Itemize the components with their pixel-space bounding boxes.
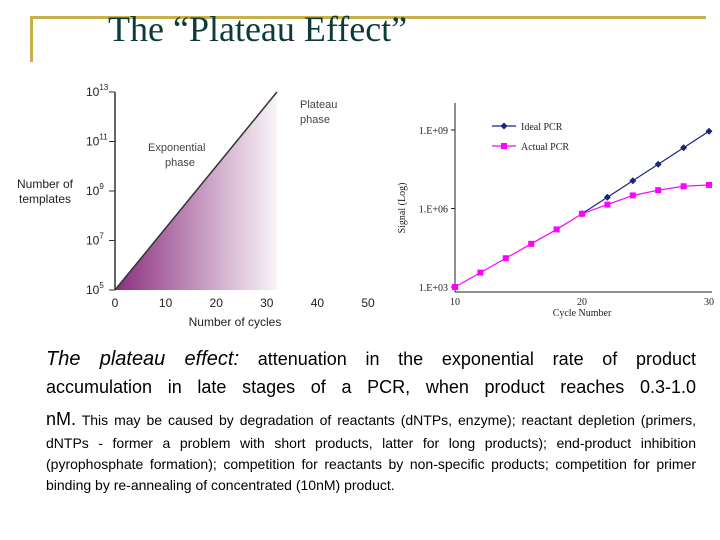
- actual-pcr-point: [629, 192, 636, 199]
- caption-body: nM. This may be caused by degradation of…: [46, 405, 696, 496]
- actual-pcr-point: [477, 269, 484, 276]
- right-ylabel: Signal (Log): [397, 183, 408, 234]
- left-ytick-label: 1013: [86, 83, 109, 99]
- left-xtick-label: 20: [210, 296, 224, 310]
- left-ytick-base: 10: [86, 135, 100, 149]
- left-ytick-base: 10: [86, 283, 100, 297]
- caption: The plateau effect: attenuation in the e…: [46, 345, 696, 496]
- left-ytick-exp: 13: [99, 83, 108, 92]
- legend-marker: [500, 122, 508, 130]
- exponential-label-line1: Exponential: [148, 142, 206, 154]
- actual-pcr-point: [528, 240, 535, 247]
- left-ytick-base: 10: [86, 85, 100, 99]
- actual-pcr-point: [502, 255, 509, 262]
- actual-pcr-point: [680, 183, 687, 190]
- actual-pcr-point: [553, 226, 560, 233]
- left-ytick-label: 107: [86, 232, 104, 248]
- plateau-label-line2: phase: [300, 114, 330, 126]
- right-ytick-label: 1.E+03: [419, 283, 448, 294]
- left-xtick-label: 50: [361, 296, 375, 310]
- plateau-label-line1: Plateau: [300, 99, 337, 111]
- series-line-actual-pcr: [454, 184, 710, 288]
- ideal-pcr-point: [705, 127, 713, 135]
- slide-title: The “Plateau Effect”: [108, 9, 408, 49]
- left-ytick-base: 10: [86, 234, 100, 248]
- right-xtick-label: 10: [450, 297, 460, 308]
- actual-pcr-point: [604, 201, 611, 208]
- caption-lead: The plateau effect: [46, 348, 234, 370]
- left-xlabel: Number of cycles: [189, 315, 282, 329]
- legend-label: Actual PCR: [521, 142, 569, 153]
- left-ytick-exp: 11: [99, 133, 108, 142]
- left-xtick-label: 40: [311, 296, 325, 310]
- left-xtick-label: 10: [159, 296, 173, 310]
- right-legend: Ideal PCR Actual PCR: [492, 122, 569, 153]
- ideal-pcr-point: [680, 144, 688, 152]
- left-xtick-label: 0: [112, 296, 119, 310]
- caption-line2: accumulation in late stages of a PCR, wh…: [46, 377, 696, 397]
- caption-small-text: This may be caused by degradation of rea…: [46, 412, 696, 493]
- left-ytick-label: 1011: [86, 133, 108, 149]
- exponential-label-line2: phase: [165, 157, 195, 169]
- legend-marker: [501, 143, 507, 149]
- right-ytick-label: 1.E+09: [419, 126, 448, 137]
- left-ytick-base: 10: [86, 184, 100, 198]
- right-xlabel: Cycle Number: [553, 308, 612, 319]
- series-line-ideal-pcr: [581, 130, 710, 215]
- caption-line1-rest: attenuation in the exponential rate of p…: [239, 349, 697, 369]
- actual-pcr-point: [706, 181, 712, 188]
- left-ytick-label: 109: [86, 182, 104, 198]
- exponential-line: [114, 91, 278, 291]
- ideal-pcr-point: [629, 177, 637, 185]
- left-ytick-exp: 9: [99, 182, 104, 191]
- left-ytick-exp: 7: [99, 232, 104, 241]
- title-frame-left: [30, 16, 33, 62]
- right-chart: 1.E+03 1.E+06 1.E+09 10 20 30 Signal (Log) C…: [397, 103, 714, 319]
- caption-nm: nM.: [46, 409, 77, 429]
- caption-line1: The plateau effect: attenuation in the e…: [46, 345, 696, 373]
- left-ylabel-line2: templates: [19, 192, 71, 206]
- right-ytick-label: 1.E+06: [419, 205, 448, 216]
- actual-pcr-point: [452, 284, 458, 290]
- left-ytick-label: 105: [86, 281, 104, 297]
- left-ytick-exp: 5: [99, 281, 104, 290]
- ideal-pcr-point: [654, 160, 662, 168]
- right-xtick-label: 20: [577, 297, 587, 308]
- left-ylabel-line1: Number of: [17, 177, 74, 191]
- title-frame-top: [30, 16, 706, 19]
- legend-label: Ideal PCR: [521, 122, 563, 133]
- right-xtick-label: 30: [704, 297, 714, 308]
- left-xtick-label: 30: [260, 296, 274, 310]
- caption-colon: :: [233, 348, 240, 370]
- actual-pcr-point: [655, 187, 662, 194]
- actual-pcr-point: [579, 210, 585, 217]
- ideal-pcr-point: [603, 193, 611, 201]
